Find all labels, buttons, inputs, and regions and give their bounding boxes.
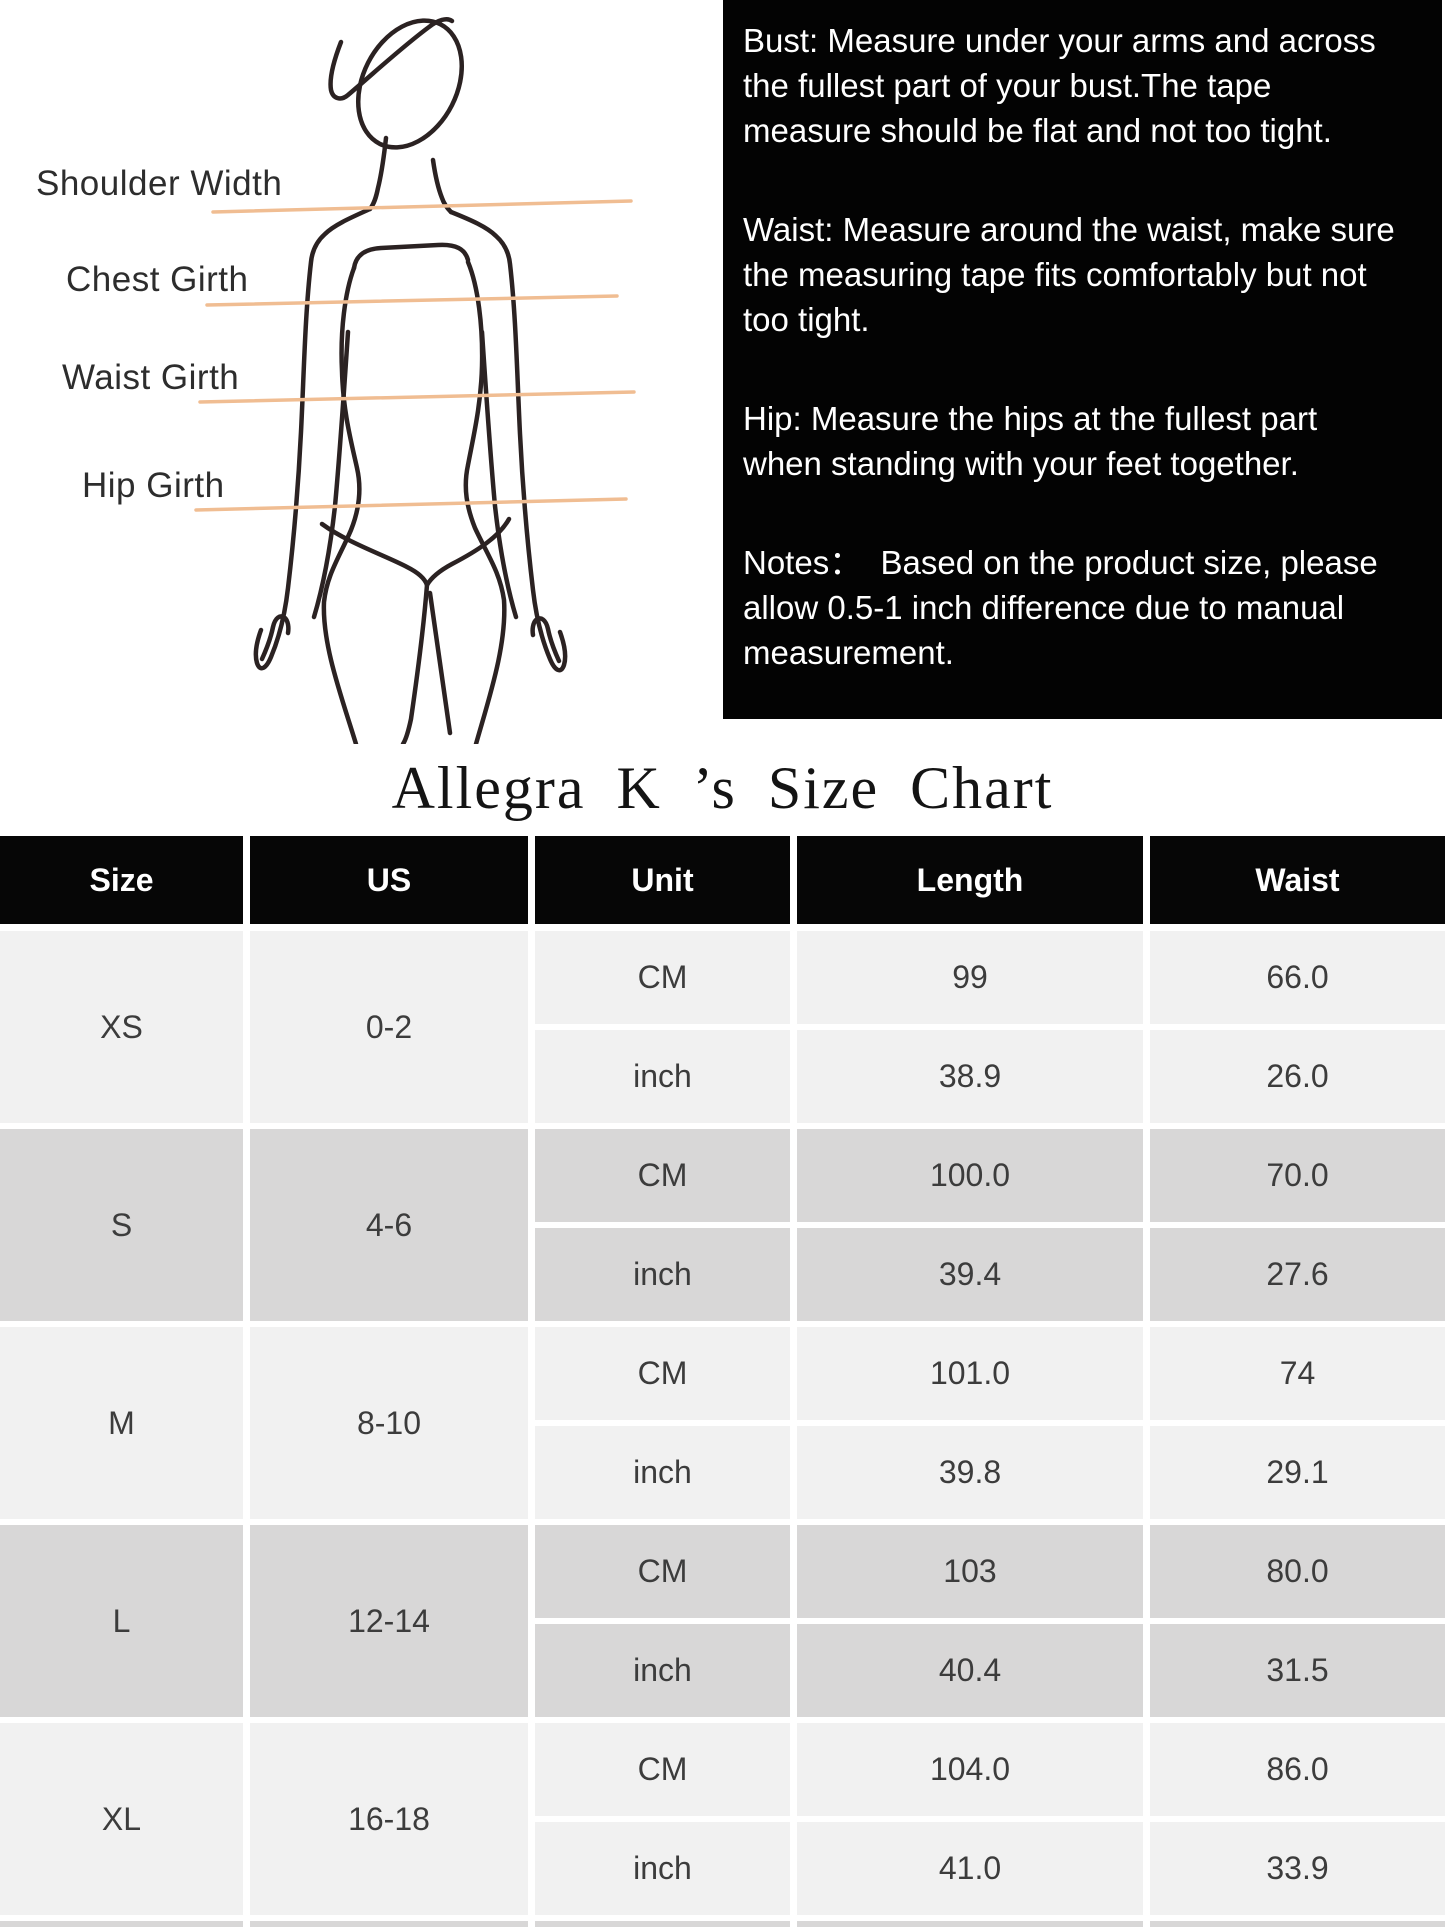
chest-girth-label: Chest Girth bbox=[66, 260, 249, 299]
measurement-diagram-section: Shoulder Width Chest Girth Waist Girth H… bbox=[0, 0, 1445, 744]
size-cell: L bbox=[0, 1525, 243, 1717]
left-hand bbox=[259, 614, 291, 662]
waist-cell-cm: 70.0 bbox=[1150, 1129, 1445, 1222]
column-header-unit: Unit bbox=[535, 836, 790, 924]
neck-right bbox=[430, 157, 454, 215]
length-cell-inch: 41.0 bbox=[797, 1822, 1143, 1915]
column-header-us: US bbox=[250, 836, 528, 924]
size-group-row: XS 0-2 CM 99 66.0 inch 38.9 26.0 bbox=[0, 931, 1445, 1123]
torso-left bbox=[321, 265, 362, 744]
waist-cell-cm: 66.0 bbox=[1150, 931, 1445, 1024]
length-cell-cm: 99 bbox=[797, 931, 1143, 1024]
table-header-row: Size US Unit Length Waist bbox=[0, 836, 1445, 924]
unit-cell-cm: CM bbox=[535, 1327, 790, 1420]
shoulder-width-label: Shoulder Width bbox=[36, 164, 283, 203]
size-cell: S bbox=[0, 1129, 243, 1321]
hip-measure-line bbox=[194, 497, 628, 512]
neck-left bbox=[367, 135, 389, 212]
length-cell-inch: 39.4 bbox=[797, 1228, 1143, 1321]
us-size-cell: 8-10 bbox=[250, 1327, 528, 1519]
table-body: XS 0-2 CM 99 66.0 inch 38.9 26.0 S 4-6 C… bbox=[0, 931, 1445, 1915]
waist-cell-cm: 80.0 bbox=[1150, 1525, 1445, 1618]
left-inner-leg bbox=[400, 582, 430, 744]
size-group-row: XL 16-18 CM 104.0 86.0 inch 41.0 33.9 bbox=[0, 1723, 1445, 1915]
waist-girth-label: Waist Girth bbox=[62, 358, 240, 397]
unit-cell-inch: inch bbox=[535, 1822, 790, 1915]
right-inner-leg bbox=[427, 590, 453, 736]
unit-cell-cm: CM bbox=[535, 931, 790, 1024]
length-cell-cm: 104.0 bbox=[797, 1723, 1143, 1816]
length-cell-cm: 101.0 bbox=[797, 1327, 1143, 1420]
waist-instruction: Waist: Measure around the waist, make su… bbox=[743, 211, 1395, 338]
waist-measure-line bbox=[198, 390, 636, 404]
unit-cell-inch: inch bbox=[535, 1624, 790, 1717]
size-cell: M bbox=[0, 1327, 243, 1519]
unit-cell-inch: inch bbox=[535, 1426, 790, 1519]
right-hand bbox=[530, 616, 562, 664]
hip-instruction: Hip: Measure the hips at the fullest par… bbox=[743, 400, 1318, 482]
size-cell: XL bbox=[0, 1723, 243, 1915]
waist-cell-inch: 31.5 bbox=[1150, 1624, 1445, 1717]
waist-cell-inch: 29.1 bbox=[1150, 1426, 1445, 1519]
size-chart-table: Size US Unit Length Waist XS 0-2 CM 99 6… bbox=[0, 836, 1445, 1927]
notes-instruction: Notes： Based on the product size, please… bbox=[743, 544, 1378, 671]
us-size-cell: 12-14 bbox=[250, 1525, 528, 1717]
size-group-row: S 4-6 CM 100.0 70.0 inch 39.4 27.6 bbox=[0, 1129, 1445, 1321]
waist-cell-cm: 86.0 bbox=[1150, 1723, 1445, 1816]
unit-cell-inch: inch bbox=[535, 1228, 790, 1321]
right-inner-arm bbox=[479, 329, 519, 620]
measurement-instructions-panel: Bust: Measure under your arms and across… bbox=[723, 0, 1442, 719]
us-size-cell: 16-18 bbox=[250, 1723, 528, 1915]
left-shoulder-arm bbox=[253, 206, 373, 671]
unit-cell-cm: CM bbox=[535, 1525, 790, 1618]
length-cell-cm: 103 bbox=[797, 1525, 1143, 1618]
next-group-sliver bbox=[0, 1921, 1445, 1927]
column-header-size: Size bbox=[0, 836, 243, 924]
us-size-cell: 0-2 bbox=[250, 931, 528, 1123]
waist-cell-inch: 33.9 bbox=[1150, 1822, 1445, 1915]
column-header-length: Length bbox=[797, 836, 1143, 924]
size-group-row: M 8-10 CM 101.0 74 inch 39.8 29.1 bbox=[0, 1327, 1445, 1519]
page-title: Allegra K ’s Size Chart bbox=[391, 755, 1054, 821]
right-shoulder-arm bbox=[448, 209, 568, 673]
bust-instruction: Bust: Measure under your arms and across… bbox=[743, 22, 1376, 149]
left-inner-arm bbox=[311, 329, 351, 620]
unit-cell-inch: inch bbox=[535, 1030, 790, 1123]
us-size-cell: 4-6 bbox=[250, 1129, 528, 1321]
length-cell-cm: 100.0 bbox=[797, 1129, 1143, 1222]
size-group-row: L 12-14 CM 103 80.0 inch 40.4 31.5 bbox=[0, 1525, 1445, 1717]
unit-cell-cm: CM bbox=[535, 1723, 790, 1816]
size-cell: XS bbox=[0, 931, 243, 1123]
waist-cell-cm: 74 bbox=[1150, 1327, 1445, 1420]
length-cell-inch: 39.8 bbox=[797, 1426, 1143, 1519]
bodice-top bbox=[351, 242, 471, 271]
hip-girth-label: Hip Girth bbox=[82, 466, 225, 505]
waist-cell-inch: 26.0 bbox=[1150, 1030, 1445, 1123]
shoulder-measure-line bbox=[211, 199, 633, 214]
length-cell-inch: 40.4 bbox=[797, 1624, 1143, 1717]
unit-cell-cm: CM bbox=[535, 1129, 790, 1222]
column-header-waist: Waist bbox=[1150, 836, 1445, 924]
head-outline bbox=[355, 18, 465, 150]
waist-cell-inch: 27.6 bbox=[1150, 1228, 1445, 1321]
body-figure-illustration bbox=[194, 17, 636, 744]
chest-measure-line bbox=[205, 294, 619, 307]
length-cell-inch: 38.9 bbox=[797, 1030, 1143, 1123]
